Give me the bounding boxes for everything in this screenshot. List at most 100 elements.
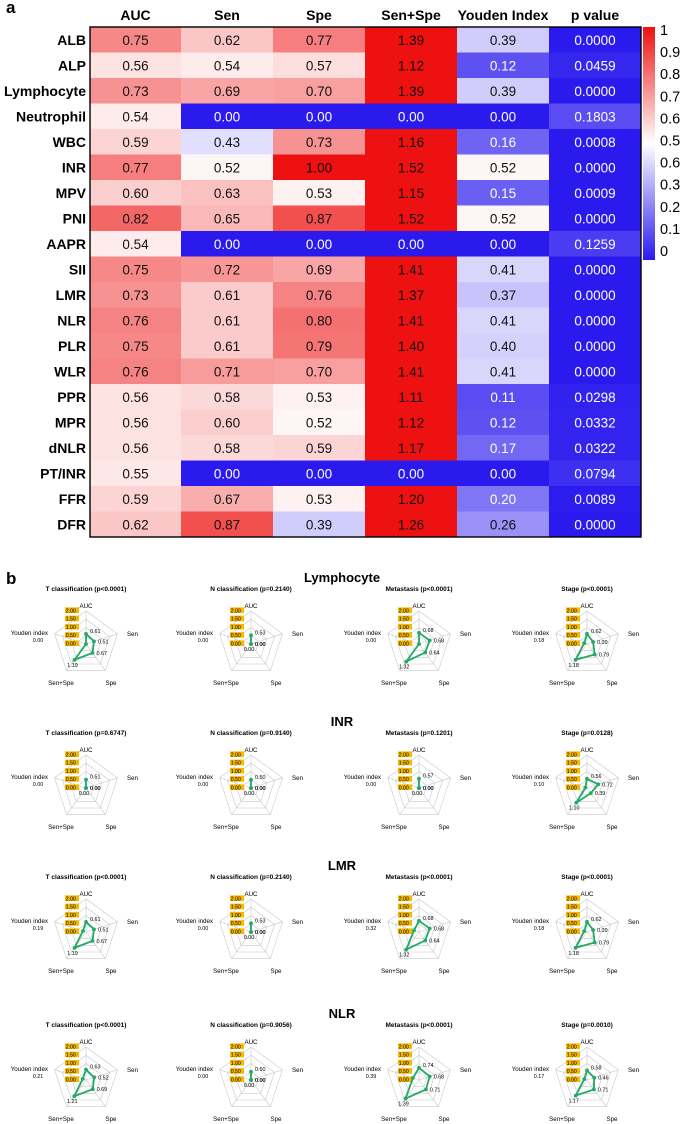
cell-value: 0.61	[214, 313, 240, 328]
colorbar-gradient	[643, 27, 655, 260]
radar-spoke	[555, 633, 588, 645]
row-label-6: MPV	[56, 185, 87, 201]
ring-label-bg	[230, 607, 244, 613]
heatmap-cell	[90, 384, 182, 410]
radar-axis-label: Sen+Spe	[48, 1116, 74, 1123]
radar-spoke	[399, 1079, 420, 1107]
cell-value: 0.53	[306, 186, 332, 201]
radar-chart: T classification (p<0.0001) 0.00 0.50 1.00 1…	[11, 874, 139, 975]
ring-label: 1.00	[567, 769, 577, 775]
heatmap-cell	[273, 231, 366, 257]
ring-label-bg	[398, 751, 412, 757]
radar-spoke	[418, 1079, 439, 1107]
ring-label: 0.00	[567, 641, 577, 647]
heatmap-cell	[273, 333, 366, 359]
radar-grid	[387, 898, 451, 960]
ring-label-bg	[566, 623, 580, 630]
radar-axis-label: Youden index	[344, 918, 382, 925]
radar-axis-label: AUC	[412, 747, 426, 754]
cell-value: 0.55	[122, 466, 148, 481]
cell-value: 0.67	[214, 492, 240, 507]
cell-value: 0.0322	[574, 441, 615, 456]
radar-title: T classification (p<0.0001)	[46, 1022, 127, 1029]
radar-point	[249, 921, 253, 926]
heatmap-cell	[90, 180, 182, 206]
ring-label: 2.00	[231, 896, 241, 902]
radar-point	[585, 776, 589, 781]
radar-point	[591, 928, 595, 932]
cell-value: 0.0000	[574, 262, 615, 277]
cell-value: 1.41	[398, 313, 424, 328]
row-label-13: WLR	[54, 363, 86, 379]
radar-grid	[54, 610, 118, 672]
radar-axis-label: Youden index	[512, 918, 550, 925]
radar-point	[249, 633, 253, 638]
cell-value: 0.00	[214, 109, 240, 124]
ring-label-bg	[398, 903, 412, 910]
radar-value-label: 0.00	[33, 638, 44, 644]
radar-spoke	[219, 1069, 252, 1081]
heatmap-cell	[181, 282, 274, 308]
radar-axis-label: Sen+Spe	[213, 824, 239, 831]
ring-label: 0.00	[567, 1077, 577, 1083]
cell-value: 1.17	[398, 441, 424, 456]
radar-value-label: 0.18	[534, 926, 545, 932]
radar-axis-label: Sen	[628, 631, 640, 638]
ring-label-bg	[65, 784, 79, 790]
radar-axis-label: Youden index	[512, 1066, 550, 1073]
ring-label-bg	[65, 776, 79, 782]
radar-title: N classification (p=0.2140)	[210, 586, 291, 593]
row-label-17: PT/INR	[40, 465, 86, 481]
cell-value: 0.0000	[574, 33, 615, 48]
row-label-0: ALB	[57, 32, 86, 48]
heatmap-cell	[549, 307, 642, 334]
ring-label: 0.50	[399, 633, 409, 639]
heatmap-cell	[457, 460, 550, 487]
radar-chart: T classification (p<0.0001) 0.00 0.50 1.00 1…	[11, 586, 139, 687]
radar-value-label: 0.39	[366, 1074, 377, 1080]
heatmap-cell	[549, 231, 642, 257]
heatmap-cell	[90, 409, 182, 436]
radar-value-label: 0.51	[98, 927, 109, 933]
radar-title: Stage (p<0.0001)	[561, 874, 612, 881]
radar-axis-label: Youden index	[176, 918, 214, 925]
radar-grid	[54, 1046, 118, 1107]
radar-point	[84, 786, 88, 790]
column-header-1: Sen	[214, 7, 240, 23]
heatmap-frame	[89, 26, 642, 538]
heatmap-cell	[549, 180, 642, 206]
ring-label: 0.00	[399, 785, 409, 791]
cell-value: 0.62	[214, 33, 240, 48]
radar-value-label: 0.51	[90, 775, 101, 781]
radar-axis-label: Sen	[628, 919, 640, 926]
radar-value-label: 0.00	[244, 791, 255, 797]
radar-spoke	[250, 921, 283, 933]
radar-axis-label: AUC	[79, 603, 93, 610]
ring-label-bg	[398, 1076, 412, 1082]
ring-label-bg	[398, 759, 412, 766]
cell-value: 0.0000	[574, 313, 615, 328]
ring-label-bg	[230, 632, 244, 638]
radar-axis-label: Sen+Spe	[213, 1116, 239, 1123]
radar-axis-label: Youden index	[344, 1066, 382, 1073]
heatmap-cell	[90, 52, 182, 79]
radar-title: N classification (p=0.9056)	[210, 1022, 291, 1029]
radar-point	[412, 928, 416, 933]
ring-label-bg	[230, 1076, 244, 1082]
radar-value-label: 0.51	[98, 639, 109, 645]
radar-title: Metastasis (p<0.0001)	[385, 586, 452, 593]
radar-value-label: 0.00	[90, 786, 101, 792]
radar-point	[72, 1094, 77, 1099]
radar-value-label: 0.68	[434, 1075, 445, 1081]
ring-label: 1.00	[66, 625, 76, 631]
cell-value: 0.0000	[574, 160, 615, 175]
radar-axis-label: Sen+Spe	[48, 680, 74, 687]
radar-point	[582, 641, 587, 645]
ring-label: 1.50	[231, 617, 241, 623]
radar-title: Metastasis (p<0.0001)	[385, 1022, 452, 1029]
ring-label: 2.00	[66, 608, 76, 614]
ring-label: 1.00	[399, 625, 409, 631]
ring-label-bg	[398, 1051, 412, 1058]
